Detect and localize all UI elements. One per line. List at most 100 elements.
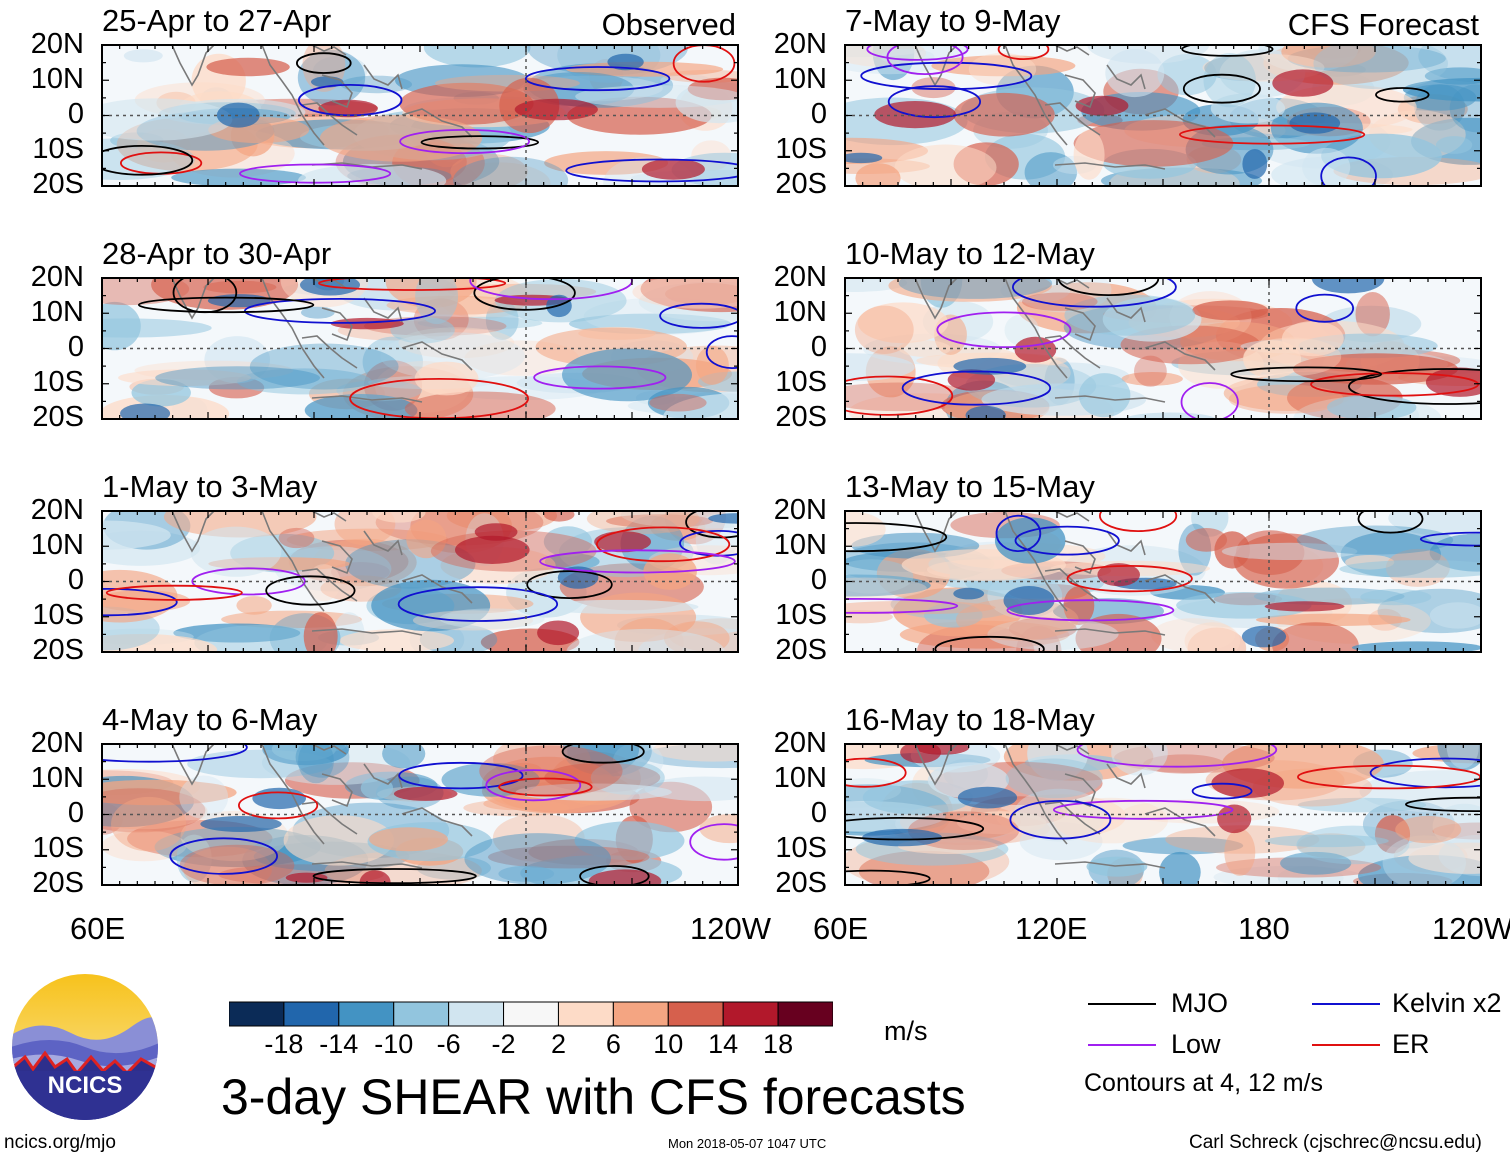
lat-label: 20N	[30, 28, 84, 60]
lon-label-right-120w: 120W	[1432, 911, 1510, 946]
lat-label: 20S	[775, 401, 827, 433]
lon-label-left-60e: 60E	[70, 911, 126, 946]
lat-label: 10S	[775, 366, 827, 398]
footer-url[interactable]: ncics.org/mjo	[4, 1132, 116, 1153]
lon-label-right-180: 180	[1238, 911, 1290, 946]
panel-title: 16-May to 18-May	[845, 702, 1095, 737]
lat-label: 0	[810, 797, 827, 829]
lon-label-left-180: 180	[496, 911, 548, 946]
colorbar-swatch	[612, 1001, 669, 1027]
panel-title: 25-Apr to 27-Apr	[102, 3, 332, 38]
lat-label: 20S	[32, 168, 84, 200]
colorbar	[229, 1001, 833, 1027]
lat-label: 20S	[775, 168, 827, 200]
main-title: 3-day SHEAR with CFS forecasts	[221, 1069, 966, 1125]
shear-map	[101, 510, 739, 653]
legend-er-label: ER	[1392, 1029, 1430, 1059]
lat-label: 20N	[773, 727, 827, 759]
panel-tag: Observed	[601, 7, 736, 42]
lat-label: 20N	[773, 261, 827, 293]
lat-label: 10N	[773, 762, 827, 794]
lat-label: 10N	[773, 296, 827, 328]
lat-label: 20N	[773, 494, 827, 526]
lat-label: 10S	[32, 599, 84, 631]
colorbar-tick-label: -14	[319, 1029, 359, 1059]
lat-label: 10N	[773, 63, 827, 95]
legend-low-line	[1088, 1044, 1156, 1046]
shear-map	[101, 44, 739, 187]
logo-text: NCICS	[48, 1072, 123, 1099]
shear-map	[844, 510, 1482, 653]
lat-label: 10N	[30, 529, 84, 561]
legend-mjo-label: MJO	[1171, 988, 1228, 1018]
lat-label: 0	[810, 564, 827, 596]
lat-label: 20N	[30, 727, 84, 759]
lat-label: 10S	[32, 133, 84, 165]
colorbar-swatch	[667, 1001, 724, 1027]
legend-kelvin-label: Kelvin x2	[1392, 988, 1502, 1018]
legend-low-label: Low	[1171, 1029, 1221, 1059]
lat-label: 10N	[30, 762, 84, 794]
colorbar-tick-label: 2	[550, 1029, 566, 1059]
panel-title: 7-May to 9-May	[845, 3, 1061, 38]
colorbar-tick-label: 18	[763, 1029, 794, 1059]
legend-er-line	[1312, 1044, 1380, 1046]
colorbar-tick-label: -18	[264, 1029, 304, 1059]
colorbar-swatch	[338, 1001, 395, 1027]
lat-label: 20S	[32, 634, 84, 666]
colorbar-tick-label: -6	[436, 1029, 461, 1059]
panel-title: 1-May to 3-May	[102, 469, 318, 504]
lat-label: 20N	[30, 261, 84, 293]
lat-label: 0	[67, 797, 84, 829]
lat-label: 20N	[773, 28, 827, 60]
lat-label: 0	[67, 564, 84, 596]
lon-label-right-120e: 120E	[1015, 911, 1088, 946]
lon-label-left-120w: 120W	[690, 911, 771, 946]
colorbar-tick-label: 14	[708, 1029, 739, 1059]
colorbar-swatch	[557, 1001, 614, 1027]
legend-mjo-line	[1088, 1003, 1156, 1005]
lat-label: 10N	[773, 529, 827, 561]
lat-label: 10S	[32, 832, 84, 864]
legend-kelvin-line	[1312, 1003, 1380, 1005]
lat-label: 0	[810, 331, 827, 363]
lat-label: 10N	[30, 296, 84, 328]
panel-tag: CFS Forecast	[1287, 7, 1479, 42]
lat-label: 20S	[32, 401, 84, 433]
lat-label: 0	[810, 98, 827, 130]
colorbar-tick-label: -2	[491, 1029, 516, 1059]
lon-label-right-60e: 60E	[813, 911, 869, 946]
units-label: m/s	[884, 1016, 928, 1046]
lat-label: 0	[67, 98, 84, 130]
colorbar-tick-label: 6	[605, 1029, 621, 1059]
colorbar-swatch	[722, 1001, 779, 1027]
colorbar-swatch	[229, 1001, 285, 1027]
shear-map	[101, 277, 739, 420]
ncics-logo: NCICS	[12, 974, 158, 1120]
lat-label: 10S	[775, 832, 827, 864]
lat-label: 10S	[32, 366, 84, 398]
panel-title: 13-May to 15-May	[845, 469, 1095, 504]
footer-credit: Carl Schreck (cjschrec@ncsu.edu)	[1189, 1132, 1482, 1153]
lat-label: 10S	[775, 599, 827, 631]
shear-map	[844, 277, 1482, 420]
colorbar-swatch	[777, 1001, 833, 1027]
lon-label-left-120e: 120E	[273, 911, 346, 946]
panel-title: 4-May to 6-May	[102, 702, 318, 737]
lat-label: 10N	[30, 63, 84, 95]
lat-label: 0	[67, 331, 84, 363]
contour-note: Contours at 4, 12 m/s	[1084, 1069, 1324, 1097]
colorbar-swatch	[503, 1001, 559, 1027]
lat-label: 10S	[775, 133, 827, 165]
colorbar-tick-label: -10	[374, 1029, 414, 1059]
shear-map	[844, 44, 1482, 187]
colorbar-tick-label: 10	[653, 1029, 684, 1059]
panel-title: 28-Apr to 30-Apr	[102, 236, 332, 271]
lat-label: 20S	[32, 867, 84, 899]
lat-label: 20S	[775, 867, 827, 899]
lat-label: 20N	[30, 494, 84, 526]
colorbar-swatch	[393, 1001, 450, 1027]
panel-title: 10-May to 12-May	[845, 236, 1095, 271]
colorbar-swatch	[283, 1001, 340, 1027]
colorbar-swatch	[448, 1001, 505, 1027]
